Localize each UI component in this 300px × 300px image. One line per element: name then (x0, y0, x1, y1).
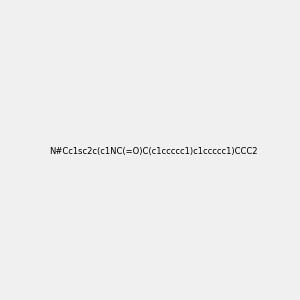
Text: N#Cc1sc2c(c1NC(=O)C(c1ccccc1)c1ccccc1)CCC2: N#Cc1sc2c(c1NC(=O)C(c1ccccc1)c1ccccc1)CC… (50, 147, 258, 156)
